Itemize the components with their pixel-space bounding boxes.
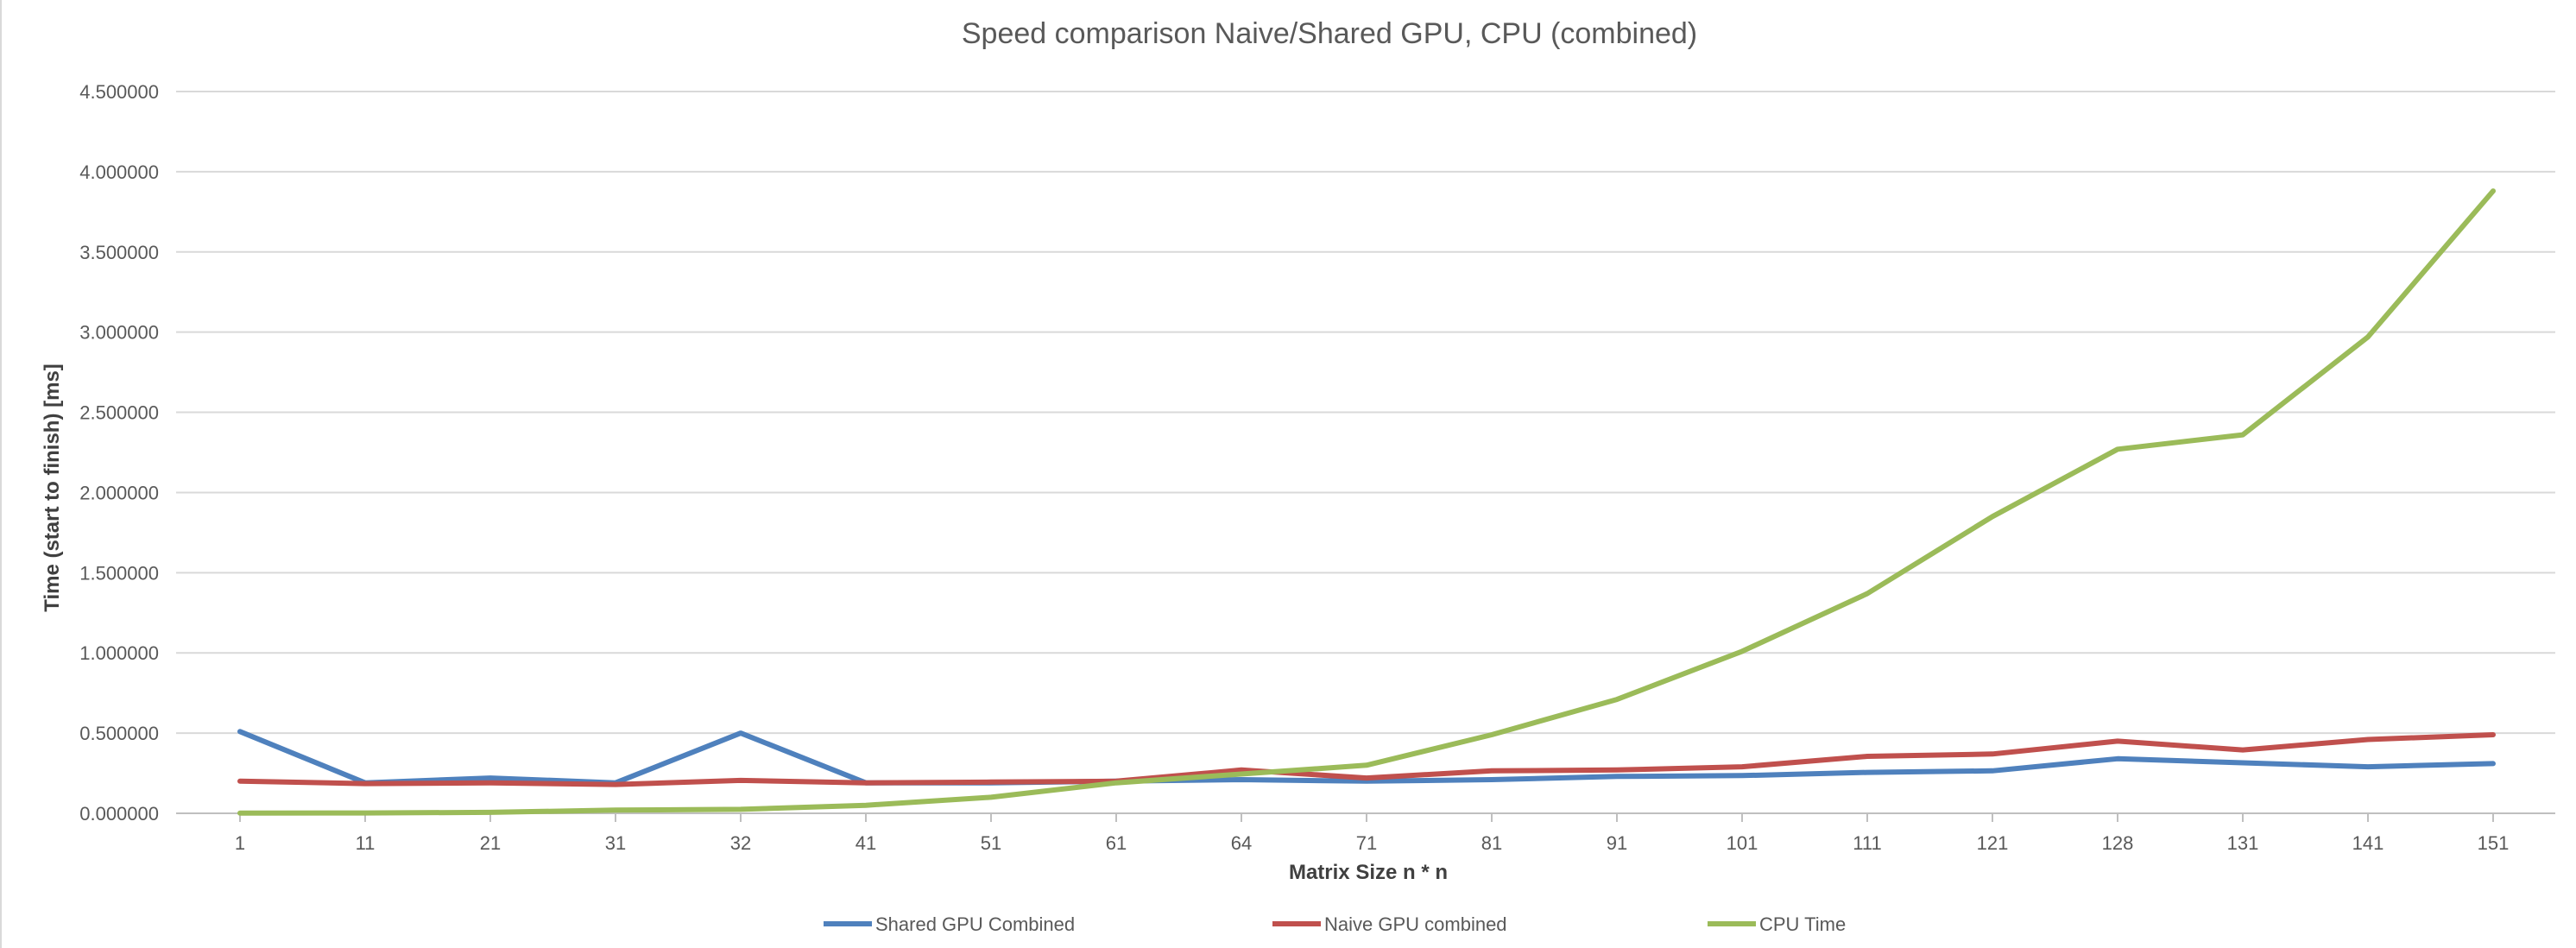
series-lines — [237, 188, 2496, 816]
x-tick-label: 11 — [356, 832, 376, 854]
legend: Shared GPU Combined Naive GPU combined CPU… — [824, 913, 1846, 935]
y-tick-label: 4.000000 — [79, 161, 159, 183]
y-axis-title: Time (start to finish) [ms] — [41, 363, 64, 612]
y-tick-label: 3.500000 — [79, 242, 159, 263]
x-tick-label: 81 — [1481, 832, 1502, 854]
x-tick-label: 91 — [1607, 832, 1627, 854]
series-line-2 — [237, 188, 2496, 816]
y-tick-label: 3.000000 — [79, 322, 159, 344]
x-tick-label: 31 — [605, 832, 626, 854]
x-tick-label: 151 — [2478, 832, 2510, 854]
chart-title: Speed comparison Naive/Shared GPU, CPU (… — [962, 17, 1697, 50]
x-tick-label: 21 — [480, 832, 501, 854]
x-tick-label: 131 — [2227, 832, 2259, 854]
x-tick-label: 51 — [981, 832, 1001, 854]
x-axis-title: Matrix Size n * n — [1289, 861, 1448, 884]
x-tick-label: 101 — [1727, 832, 1758, 854]
x-tick-label: 32 — [730, 832, 751, 854]
x-tick-label: 111 — [1853, 832, 1881, 854]
y-tick-label: 1.500000 — [79, 562, 159, 584]
x-tick-label: 1 — [235, 832, 245, 854]
y-tick-label: 0.000000 — [79, 803, 159, 825]
series-line-1 — [237, 732, 2496, 787]
x-tick-label: 128 — [2102, 832, 2134, 854]
y-axis-ticks: 0.000000 0.500000 1.000000 1.500000 2.000000… — [79, 81, 159, 825]
legend-label: Naive GPU combined — [1324, 913, 1507, 935]
x-tick-label: 41 — [856, 832, 876, 854]
y-tick-label: 4.500000 — [79, 81, 159, 103]
y-tick-label: 2.000000 — [79, 482, 159, 503]
x-axis-ticks: 1 11 21 31 32 41 51 61 64 71 81 91 101 111 121 128 131 14… — [235, 813, 2509, 854]
y-tick-label: 2.500000 — [79, 402, 159, 424]
y-tick-label: 1.000000 — [79, 642, 159, 664]
legend-label: Shared GPU Combined — [875, 913, 1075, 935]
x-tick-label: 64 — [1231, 832, 1252, 854]
x-tick-label: 141 — [2352, 832, 2384, 854]
x-tick-label: 121 — [1977, 832, 2009, 854]
y-tick-label: 0.500000 — [79, 723, 159, 744]
x-tick-label: 61 — [1106, 832, 1127, 854]
x-tick-label: 71 — [1356, 832, 1377, 854]
legend-label: CPU Time — [1759, 913, 1846, 935]
